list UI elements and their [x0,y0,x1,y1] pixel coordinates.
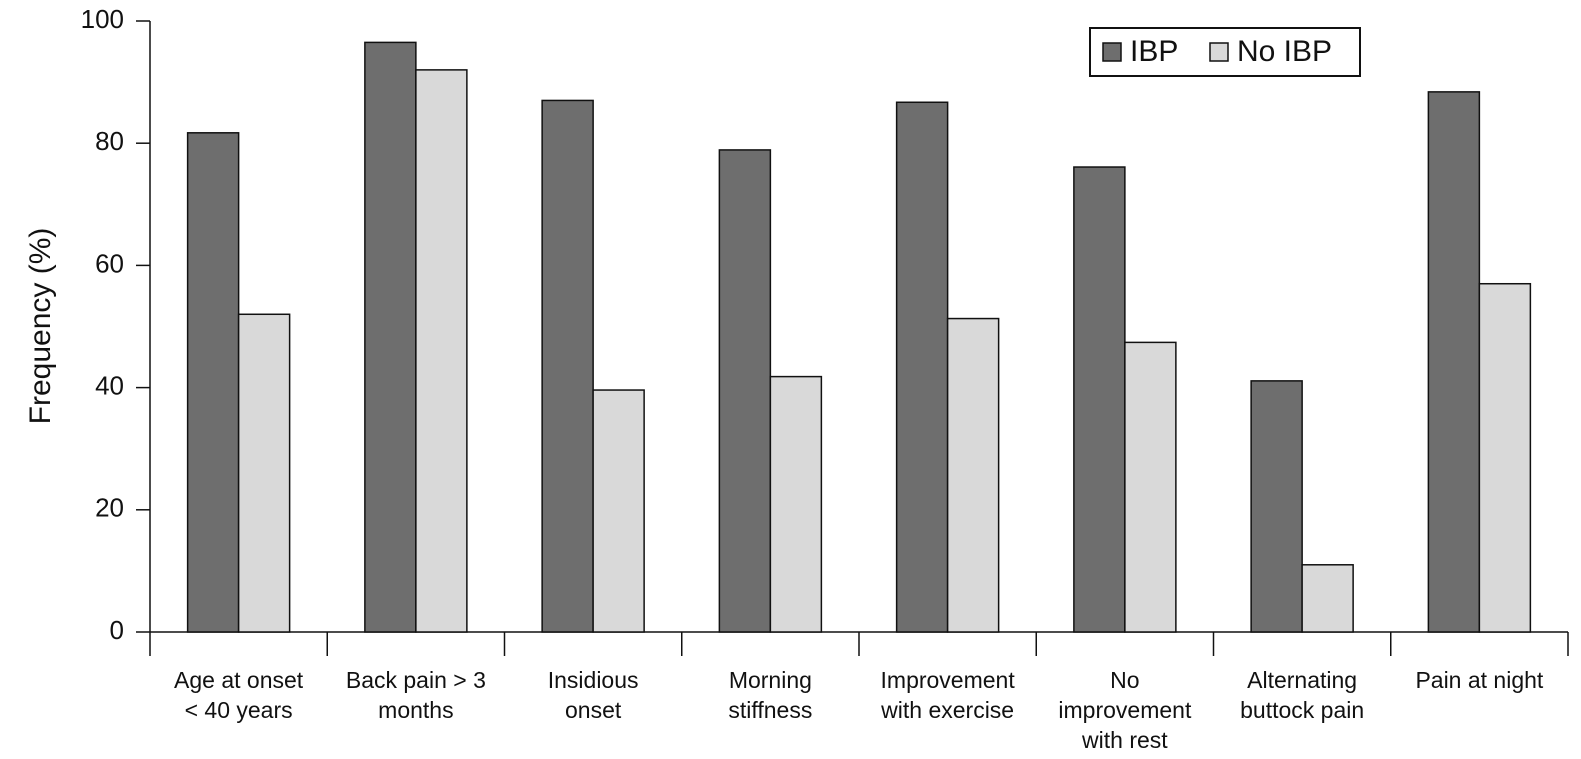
y-tick-label: 0 [110,615,124,645]
category-label-line: onset [565,697,622,723]
y-tick-label: 20 [95,493,124,523]
category-label-line: Insidious [548,667,639,693]
category-label: Pain at night [1415,667,1543,693]
category-label-line: buttock pain [1240,697,1364,723]
bars [186,41,1532,633]
category-label-line: No [1110,667,1139,693]
bar-no-ibp-3 [769,375,823,633]
category-label-line: months [378,697,453,723]
category-label-line: with rest [1081,727,1168,753]
category-label-line: Alternating [1247,667,1357,693]
bar-ibp-7 [1427,91,1481,633]
y-tick-label: 80 [95,126,124,156]
bar-ibp-1 [364,41,417,633]
category-label: No improvement with rest [1058,667,1192,753]
legend-label: No IBP [1237,35,1332,68]
bar-ibp-2 [541,99,594,633]
category-label: Back pain > 3 months [346,667,486,723]
legend-swatch-ibp [1102,42,1122,62]
category-label-line: improvement [1058,697,1192,723]
bar-no-ibp-5 [1124,341,1177,633]
bar-ibp-3 [718,149,772,633]
category-label: Morning stiffness [728,667,812,723]
category-label: Improvement with exercise [880,667,1015,723]
x-axis [149,631,1569,656]
category-labels: Age at onset < 40 years Back pain > 3 month… [174,667,1544,753]
y-axis: 0 20 40 60 80 100 [81,4,151,645]
bar-no-ibp-4 [946,317,1000,633]
y-tick-label: 60 [95,248,124,278]
category-label-line: Age at onset [174,667,304,693]
y-tick-label: 100 [81,4,124,34]
legend-label: IBP [1130,35,1178,68]
category-label-line: Pain at night [1415,667,1543,693]
category-label-line: Back pain > 3 [346,667,486,693]
y-axis-title: Frequency (%) [24,228,57,425]
bar-no-ibp-7 [1478,282,1532,633]
bar-ibp-5 [1073,166,1126,633]
legend: IBP No IBP [1089,27,1361,77]
bar-ibp-0 [186,132,240,633]
category-label-line: stiffness [728,697,812,723]
bar-ibp-4 [895,101,949,633]
bar-no-ibp-1 [415,69,468,633]
legend-swatch-no-ibp [1209,42,1229,62]
category-label: Alternating buttock pain [1240,667,1364,723]
category-label-line: < 40 years [185,697,293,723]
category-label-line: Morning [729,667,812,693]
bar-no-ibp-6 [1301,564,1354,633]
y-tick-label: 40 [95,370,124,400]
bar-no-ibp-0 [237,313,291,633]
category-label: Age at onset < 40 years [174,667,304,723]
category-label-line: Improvement [881,667,1016,693]
bar-ibp-6 [1250,380,1303,633]
category-label-line: with exercise [880,697,1014,723]
category-label: Insidious onset [548,667,639,723]
bar-no-ibp-2 [592,389,645,633]
